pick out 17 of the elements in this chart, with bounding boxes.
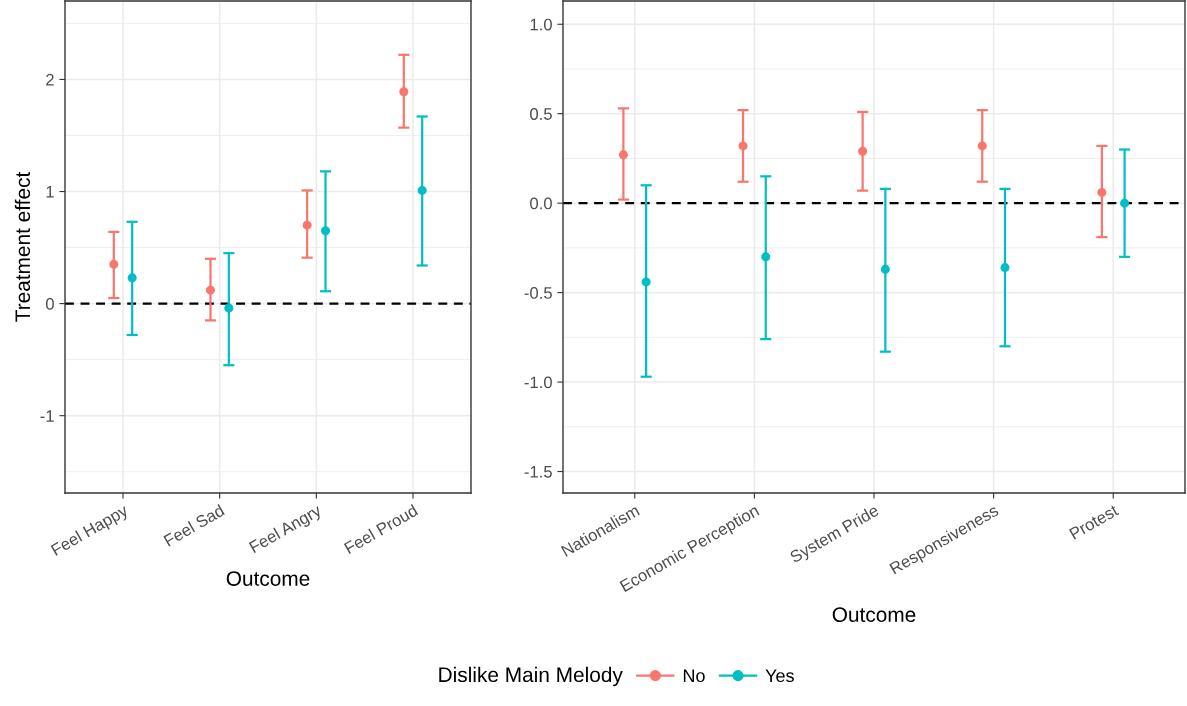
x-tick-label: Feel Sad bbox=[163, 503, 225, 547]
legend-label: Yes bbox=[765, 669, 794, 683]
y-tick-label: -1.0 bbox=[524, 376, 552, 389]
legend-title: Dislike Main Melody bbox=[439, 666, 623, 687]
y-axis-title: Treatment effect bbox=[14, 171, 31, 322]
y-tick-label: -1.5 bbox=[524, 466, 552, 478]
y-tick-label: 2 bbox=[46, 73, 54, 86]
legend-label: No bbox=[683, 669, 705, 683]
y-tick-label: 1 bbox=[46, 186, 54, 198]
y-tick-label: -0.5 bbox=[524, 287, 552, 299]
y-tick-label: -1 bbox=[40, 410, 54, 422]
y-tick-label: 0.0 bbox=[530, 197, 552, 210]
x-axis-title: Outcome bbox=[832, 607, 916, 623]
y-tick-label: 1.0 bbox=[530, 18, 552, 31]
y-tick-label: 0.5 bbox=[530, 108, 552, 120]
x-axis-title: Outcome bbox=[226, 571, 310, 586]
y-tick-label: 0 bbox=[45, 298, 54, 310]
